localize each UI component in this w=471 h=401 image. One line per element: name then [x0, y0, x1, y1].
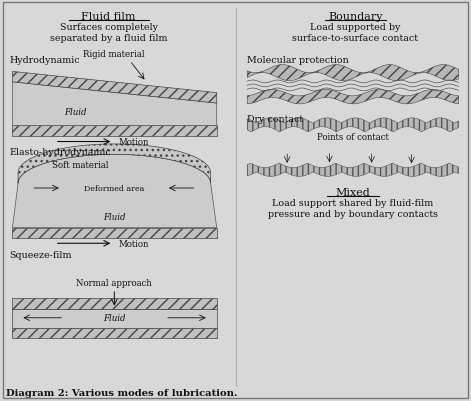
Text: Squeeze-film: Squeeze-film [9, 251, 72, 259]
Text: Load support shared by fluid-film
pressure and by boundary contacts: Load support shared by fluid-film pressu… [268, 198, 438, 219]
Text: Surfaces completely
separated by a fluid film: Surfaces completely separated by a fluid… [50, 23, 168, 43]
Text: Dry contact: Dry contact [247, 115, 303, 124]
Text: Deformed area: Deformed area [84, 184, 145, 192]
Text: Load supported by
surface-to-surface contact: Load supported by surface-to-surface con… [292, 23, 418, 43]
Text: Motion: Motion [118, 239, 148, 248]
Bar [12, 228, 217, 239]
Bar [12, 126, 217, 137]
Bar [3, 3, 468, 398]
Text: Mixed: Mixed [335, 188, 370, 198]
Bar [12, 309, 217, 328]
Polygon shape [247, 164, 459, 177]
Bar [12, 328, 217, 338]
Text: Elasto-hydrodynamic: Elasto-hydrodynamic [9, 148, 111, 157]
Polygon shape [12, 72, 217, 104]
Text: Fluid film: Fluid film [81, 12, 136, 22]
Polygon shape [247, 90, 459, 105]
Text: Fluid: Fluid [103, 314, 126, 322]
Polygon shape [12, 83, 217, 126]
Text: Points of contact: Points of contact [317, 132, 389, 142]
Bar [12, 298, 217, 309]
Text: Fluid: Fluid [65, 107, 87, 116]
Text: Boundary: Boundary [328, 12, 382, 22]
Text: Soft material: Soft material [52, 160, 109, 170]
Text: Hydrodynamic: Hydrodynamic [9, 56, 80, 65]
Text: Molecular protection: Molecular protection [247, 56, 349, 65]
Polygon shape [247, 119, 459, 133]
Text: Fluid: Fluid [103, 212, 126, 221]
Polygon shape [12, 155, 217, 228]
Text: Rigid material: Rigid material [82, 50, 144, 59]
Text: Motion: Motion [118, 138, 148, 147]
Polygon shape [18, 144, 211, 184]
Text: Diagram 2: Various modes of lubrication.: Diagram 2: Various modes of lubrication. [6, 388, 238, 397]
Polygon shape [247, 65, 459, 81]
Text: Normal approach: Normal approach [76, 278, 152, 287]
